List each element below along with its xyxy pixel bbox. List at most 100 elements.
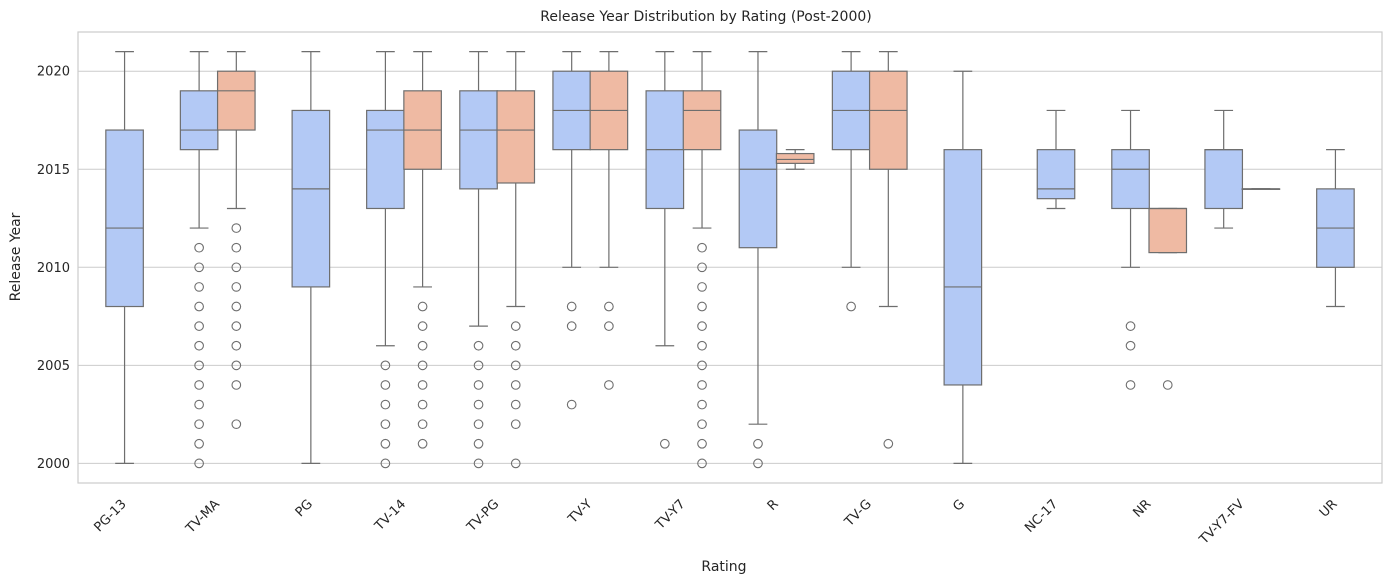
iqr-box — [216, 70, 256, 131]
outlier-point — [1162, 380, 1173, 390]
iqr-box — [105, 129, 144, 308]
x-tick-label: TV-MA — [183, 497, 223, 537]
box-R-2 — [775, 149, 815, 170]
y-tick-label: 2010 — [37, 261, 70, 276]
outlier-point — [380, 399, 391, 410]
outlier-point — [380, 419, 391, 430]
grid-lines — [78, 70, 1382, 464]
x-tick-label: NR — [1130, 497, 1154, 521]
x-tick-labels: PG-13 TV-MA PG TV-14 TV-PG TV-Y TV-Y7 R TV-G G NC-… — [91, 497, 1340, 548]
x-tick-label: TV-14 — [371, 497, 409, 535]
x-tick-label: TV-Y7 — [652, 497, 688, 533]
outlier-point — [510, 458, 521, 469]
iqr-box — [682, 90, 722, 151]
outlier-point — [604, 321, 614, 331]
y-tick-labels: 2000 2005 2010 2015 2020 — [37, 65, 70, 472]
outlier-point — [417, 340, 428, 351]
outlier-point — [697, 340, 707, 351]
outlier-point — [194, 301, 204, 312]
outlier-point — [231, 380, 242, 390]
box-TV-Y7-2 — [682, 51, 722, 469]
iqr-box — [1204, 149, 1244, 210]
outlier-point — [194, 399, 204, 410]
x-tick-label: TV-PG — [464, 497, 503, 536]
outlier-point — [697, 360, 707, 371]
box-TV-14-1 — [366, 51, 405, 469]
box-TV-Y-1 — [552, 51, 592, 410]
outlier-point — [510, 380, 521, 390]
outlier-point — [473, 458, 484, 469]
y-tick-label: 2005 — [37, 359, 70, 374]
y-axis-label: Release Year — [8, 212, 24, 301]
outlier-point — [194, 360, 204, 371]
iqr-box — [1148, 207, 1188, 254]
outlier-point — [697, 458, 707, 469]
outlier-point — [231, 419, 242, 430]
box-TV-Y-2 — [589, 51, 629, 390]
x-tick-label: PG-13 — [91, 497, 129, 535]
box-TV-PG-1 — [459, 51, 498, 469]
outlier-point — [566, 301, 577, 312]
box-TV-G-1 — [831, 51, 871, 312]
outlier-point — [659, 438, 670, 449]
box-TV-Y7-FV-2 — [1241, 188, 1281, 190]
box-PG-1 — [291, 51, 331, 464]
outlier-point — [231, 301, 242, 312]
x-tick-label: TV-Y — [565, 497, 596, 528]
iqr-box — [738, 129, 778, 249]
iqr-box — [1036, 149, 1076, 200]
outlier-point — [231, 262, 242, 273]
outlier-point — [473, 438, 484, 449]
x-tick-label: G — [950, 497, 968, 515]
outlier-point — [473, 399, 484, 410]
iqr-box — [868, 70, 908, 170]
x-tick-label: PG — [293, 497, 316, 520]
x-tick-label: R — [765, 497, 782, 514]
outlier-point — [194, 321, 204, 331]
outlier-point — [417, 321, 428, 331]
outlier-point — [753, 438, 763, 449]
outlier-point — [753, 458, 763, 469]
outlier-point — [417, 438, 428, 449]
outlier-point — [566, 399, 577, 410]
outlier-point — [231, 321, 242, 331]
outlier-point — [697, 399, 707, 410]
outlier-point — [194, 340, 204, 351]
iqr-box — [366, 109, 405, 210]
iqr-box — [775, 152, 815, 164]
outlier-point — [231, 340, 242, 351]
outlier-point — [604, 380, 614, 390]
outlier-point — [510, 399, 521, 410]
outlier-point — [473, 360, 484, 371]
y-tick-label: 2000 — [37, 457, 70, 472]
x-tick-label: UR — [1317, 497, 1341, 521]
outlier-point — [697, 321, 707, 331]
outlier-point — [380, 458, 391, 469]
box-TV-MA-1 — [179, 51, 219, 469]
iqr-box — [943, 149, 983, 386]
iqr-box — [496, 90, 536, 184]
outlier-point — [194, 262, 204, 273]
outlier-point — [1125, 380, 1136, 390]
iqr-box — [459, 90, 498, 190]
outlier-point — [510, 419, 521, 430]
outlier-point — [473, 419, 484, 430]
box-TV-Y7-1 — [645, 51, 685, 449]
outlier-point — [883, 438, 894, 449]
outlier-point — [473, 380, 484, 390]
outlier-point — [510, 360, 521, 371]
x-tick-label: TV-G — [841, 497, 874, 530]
outlier-point — [697, 262, 707, 273]
outlier-point — [194, 438, 204, 449]
outlier-point — [697, 301, 707, 312]
y-tick-label: 2020 — [37, 65, 70, 80]
outlier-point — [604, 301, 614, 312]
iqr-box — [1111, 149, 1150, 210]
box-UR-1 — [1316, 149, 1355, 308]
box-TV-MA-2 — [216, 51, 256, 430]
outlier-point — [473, 340, 484, 351]
outlier-point — [697, 419, 707, 430]
x-axis-label: Rating — [701, 559, 746, 575]
outlier-point — [510, 321, 521, 331]
